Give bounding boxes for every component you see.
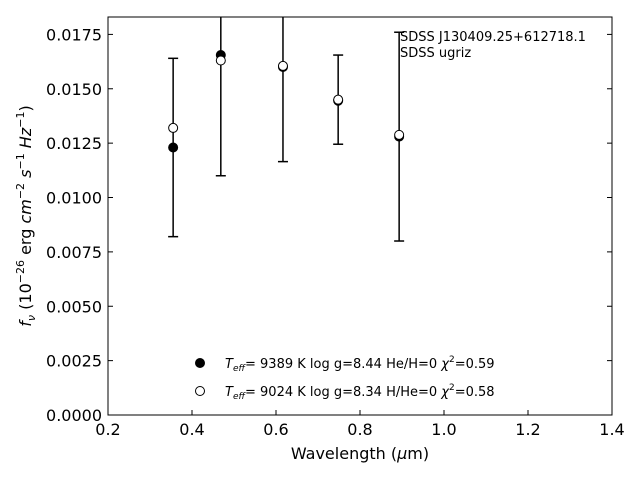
y-tick-label: 0.0125 xyxy=(46,134,102,153)
annotation-line1: SDSS J130409.25+612718.1 xyxy=(400,30,586,45)
error-bars xyxy=(168,17,405,242)
x-tick-label: 1.0 xyxy=(431,420,456,439)
legend-entry-open: Teff= 9024 K log g=8.34 H/He=0 χ2=0.58 xyxy=(195,383,495,402)
data-point-open xyxy=(215,55,226,66)
y-tick-label: 0.0150 xyxy=(46,80,102,99)
annotation-line2: SDSS ugriz xyxy=(400,46,471,61)
y-tick-label: 0.0175 xyxy=(46,25,102,44)
legend-entry-filled: Teff= 9389 K log g=8.44 He/H=0 χ2=0.59 xyxy=(195,355,495,374)
y-axis-label: fν (10−26 erg cm−2 s−1 Hz−1) xyxy=(14,105,38,326)
x-tick-label: 0.8 xyxy=(347,420,372,439)
y-tick-label: 0.0075 xyxy=(46,243,102,262)
x-tick-label: 0.4 xyxy=(179,420,204,439)
y-tick-label: 0.0050 xyxy=(46,297,102,316)
x-tick-label: 0.2 xyxy=(95,420,120,439)
axis-ticks: 0.2 0.4 0.6 0.8 1.0 1.2 1.4 0.0000 0.0025 0.0050 0… xyxy=(46,25,625,439)
y-tick-label: 0.0025 xyxy=(46,352,102,371)
y-tick-label: 0.0000 xyxy=(46,406,102,425)
legend-marker-open xyxy=(195,386,205,396)
legend-marker-filled xyxy=(195,358,205,368)
svg-text:Wavelength (μm): Wavelength (μm) xyxy=(291,444,429,463)
data-point-open xyxy=(333,94,344,105)
data-markers xyxy=(168,50,405,153)
legend: Teff= 9389 K log g=8.44 He/H=0 χ2=0.59 T… xyxy=(195,355,495,402)
annotation: SDSS J130409.25+612718.1 SDSS ugriz xyxy=(400,30,586,61)
data-point-open xyxy=(394,129,405,140)
data-point-open xyxy=(277,60,288,71)
x-tick-label: 1.2 xyxy=(515,420,540,439)
data-point-open xyxy=(168,122,179,133)
svg-text:Teff= 9389 K log g=8.44 He/: Teff= 9389 K log g=8.44 He/H=0 χ2=0.59 xyxy=(225,355,495,374)
x-tick-label: 1.4 xyxy=(599,420,624,439)
x-tick-label: 0.6 xyxy=(263,420,288,439)
data-point-filled xyxy=(168,142,179,153)
y-tick-label: 0.0100 xyxy=(46,189,102,208)
svg-text:Teff= 9024 K log g=8.34 H/H: Teff= 9024 K log g=8.34 H/He=0 χ2=0.58 xyxy=(225,383,495,402)
x-axis-label: Wavelength (μm) xyxy=(291,444,429,463)
plot-frame xyxy=(107,16,613,416)
svg-text:fν (10−26 erg cm−2 s−1 Hz−1): fν (10−26 erg cm−2 s−1 Hz−1) xyxy=(14,105,38,326)
